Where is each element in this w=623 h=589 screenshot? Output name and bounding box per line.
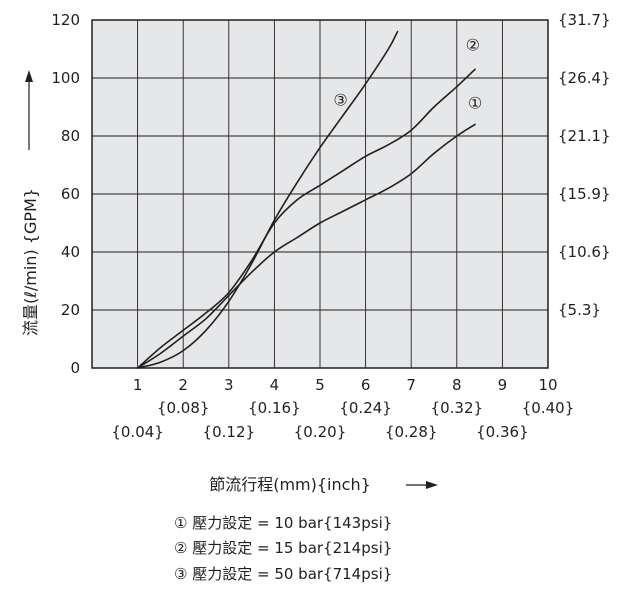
y-axis-label: 流量(ℓ/min) {GPM} — [21, 188, 40, 336]
x-tick-inch-label: {0.16} — [248, 399, 301, 417]
y-tick-label: 80 — [61, 127, 80, 145]
series-lines — [136, 30, 476, 369]
y-tick-label: 40 — [61, 243, 80, 261]
x-tick-inch-label: {0.12} — [203, 423, 256, 441]
x-tick-inch-label: {0.08} — [157, 399, 210, 417]
series-line-1 — [136, 123, 476, 369]
y-tick-label: 20 — [61, 301, 80, 319]
y-tick-label: 60 — [61, 185, 80, 203]
x-tick-inch-label: {0.32} — [431, 399, 484, 417]
grid-lines — [92, 20, 548, 368]
x-tick-label: 4 — [270, 376, 280, 394]
y-axis-gpm-ticks: {5.3} {10.6} {15.9} {21.1} {26.4} {31.7} — [558, 11, 611, 319]
y-tick-label: 0 — [70, 359, 80, 377]
y-axis-ticks: 0 20 40 60 80 100 120 — [51, 11, 80, 377]
x-tick-inch-label: {0.36} — [476, 423, 529, 441]
x-axis-label: 節流行程(mm){inch} — [209, 475, 371, 494]
x-tick-label: 6 — [361, 376, 371, 394]
y-tick-gpm-label: {10.6} — [558, 243, 611, 261]
x-tick-label: 2 — [178, 376, 188, 394]
y-tick-gpm-label: {15.9} — [558, 185, 611, 203]
x-tick-inch-label: {0.04} — [111, 423, 164, 441]
x-axis-ticks: 1 2 3 4 5 6 7 8 9 10 — [133, 376, 558, 394]
x-tick-inch-label: {0.40} — [522, 399, 575, 417]
x-axis-arrow-head — [426, 481, 438, 489]
series-line-2 — [136, 68, 476, 369]
x-tick-label: 1 — [133, 376, 143, 394]
y-tick-gpm-label: {21.1} — [558, 127, 611, 145]
x-tick-label: 7 — [406, 376, 416, 394]
x-tick-label: 9 — [498, 376, 508, 394]
series-label-1: ① — [468, 94, 482, 113]
y-tick-label: 100 — [51, 69, 80, 87]
y-tick-gpm-label: {26.4} — [558, 69, 611, 87]
x-tick-inch-label: {0.24} — [339, 399, 392, 417]
x-axis-inch-ticks: {0.04} {0.08} {0.12} {0.16} {0.20} {0.24} {0.2… — [111, 399, 574, 441]
legend-item-2: ② 壓力設定 = 15 bar{214psi} — [174, 539, 392, 557]
x-tick-label: 3 — [224, 376, 234, 394]
legend-item-1: ① 壓力設定 = 10 bar{143psi} — [174, 514, 392, 532]
series-label-2: ② — [466, 36, 480, 55]
y-tick-label: 120 — [51, 11, 80, 29]
series-line-3 — [136, 30, 399, 369]
x-tick-label: 5 — [315, 376, 325, 394]
x-tick-inch-label: {0.28} — [385, 423, 438, 441]
series-label-3: ③ — [333, 91, 347, 110]
y-tick-gpm-label: {5.3} — [558, 301, 601, 319]
series-labels: ① ② ③ — [333, 36, 482, 113]
x-tick-label: 10 — [538, 376, 557, 394]
x-tick-inch-label: {0.20} — [294, 423, 347, 441]
x-tick-label: 8 — [452, 376, 462, 394]
legend-item-3: ③ 壓力設定 = 50 bar{714psi} — [174, 565, 392, 583]
y-tick-gpm-label: {31.7} — [558, 11, 611, 29]
y-axis-arrow-head — [25, 70, 33, 82]
